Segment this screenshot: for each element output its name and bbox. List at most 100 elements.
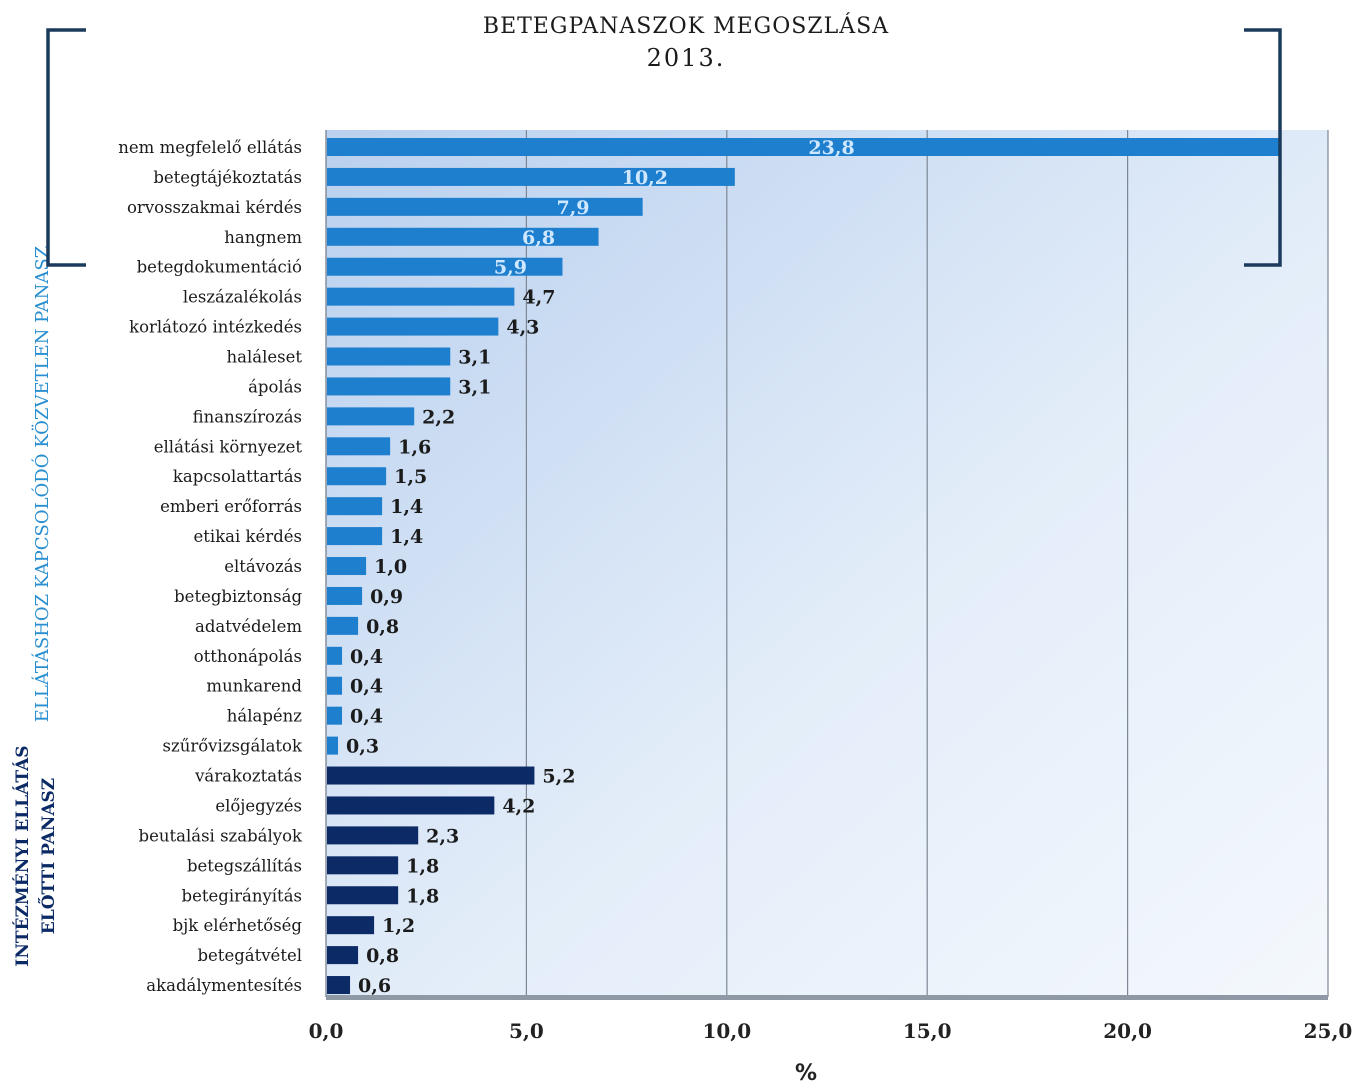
- value-label: 6,8: [522, 227, 555, 249]
- category-label: beutalási szabályok: [139, 826, 303, 845]
- bar: [327, 138, 1280, 156]
- bar: [327, 257, 563, 276]
- bar: [327, 167, 735, 186]
- x-axis-label: %: [795, 1061, 817, 1083]
- bar: [327, 946, 359, 965]
- category-label: ellátási környezet: [154, 437, 303, 456]
- value-label: 0,4: [350, 676, 383, 698]
- category-label: haláleset: [227, 348, 303, 367]
- value-label: 4,3: [506, 317, 539, 339]
- x-tick-label: 20,0: [1103, 1019, 1152, 1043]
- category-label: szűrővizsgálatok: [163, 737, 303, 756]
- x-tick-label: 5,0: [509, 1019, 544, 1043]
- value-label: 2,3: [426, 825, 459, 847]
- bar: [327, 976, 351, 995]
- category-label: eltávozás: [224, 557, 302, 576]
- x-axis-line: [326, 995, 1328, 1000]
- value-label: 0,8: [366, 616, 399, 638]
- value-label: 1,2: [382, 915, 415, 937]
- category-label: betegbiztonság: [174, 587, 302, 606]
- value-label: 1,8: [406, 885, 439, 907]
- category-label: otthonápolás: [194, 647, 302, 666]
- value-label: 1,6: [398, 436, 431, 458]
- value-label: 2,2: [422, 406, 455, 428]
- bar: [327, 856, 399, 875]
- value-label: 10,2: [622, 167, 668, 189]
- bar: [327, 826, 419, 845]
- value-label: 1,8: [406, 855, 439, 877]
- category-label: várakoztatás: [194, 767, 302, 786]
- bar: [327, 527, 383, 546]
- bar: [327, 557, 367, 576]
- bar: [327, 616, 359, 635]
- category-label: adatvédelem: [195, 617, 302, 636]
- group-label-direct: ELLÁTÁSHOZ KAPCSOLÓDÓ KÖZVETLEN PANASZ: [30, 246, 53, 722]
- category-label: ápolás: [248, 377, 302, 396]
- category-label: betegdokumentáció: [137, 258, 302, 277]
- value-label: 5,9: [494, 257, 527, 279]
- value-label: 1,4: [390, 526, 423, 548]
- value-label: 0,6: [358, 975, 391, 997]
- bar: [327, 197, 643, 216]
- bar: [327, 676, 343, 695]
- category-label: leszázalékolás: [183, 288, 302, 307]
- x-tick-label: 15,0: [903, 1019, 952, 1043]
- category-label: etikai kérdés: [194, 527, 302, 546]
- value-label: 0,4: [350, 646, 383, 668]
- x-tick-label: 0,0: [309, 1019, 344, 1043]
- bar: [327, 377, 451, 396]
- bar: [327, 287, 515, 306]
- x-tick-label: 10,0: [702, 1019, 751, 1043]
- bar: [327, 766, 535, 785]
- category-label: bjk elérhetőség: [173, 916, 303, 935]
- bar: [327, 317, 499, 336]
- category-label: kapcsolattartás: [173, 467, 302, 486]
- bar: [327, 467, 387, 486]
- bar: [327, 437, 391, 456]
- value-label: 0,8: [366, 945, 399, 967]
- value-label: 4,7: [522, 287, 555, 309]
- x-tick-label: 25,0: [1304, 1019, 1353, 1043]
- value-label: 4,2: [502, 795, 535, 817]
- value-label: 0,9: [370, 586, 403, 608]
- category-label: betegátvétel: [197, 946, 302, 965]
- category-label: előjegyzés: [215, 796, 302, 815]
- bar: [327, 736, 339, 755]
- bar: [327, 227, 599, 246]
- right-bracket: [1244, 28, 1282, 267]
- bar: [327, 347, 451, 366]
- bar: [327, 916, 375, 935]
- category-label: orvosszakmai kérdés: [127, 198, 302, 217]
- category-label: betegtájékoztatás: [153, 168, 302, 187]
- bar: [327, 796, 495, 815]
- value-label: 1,0: [374, 556, 407, 578]
- category-label: betegszállítás: [187, 856, 302, 875]
- left-bracket: [46, 28, 86, 267]
- bar: [327, 706, 343, 725]
- category-label: nem megfelelő ellátás: [118, 138, 302, 157]
- chart-subtitle: 2013.: [646, 44, 726, 72]
- category-label: betegirányítás: [182, 886, 302, 905]
- value-label: 7,9: [556, 197, 589, 219]
- group-label-institutional-line1: INTÉZMÉNYI ELLÁTÁS: [12, 745, 33, 966]
- value-label: 3,1: [458, 347, 491, 369]
- value-label: 23,8: [808, 137, 854, 159]
- value-label: 3,1: [458, 376, 491, 398]
- value-label: 5,2: [542, 766, 575, 788]
- value-label: 0,4: [350, 706, 383, 728]
- bar: [327, 407, 415, 426]
- category-label: hálapénz: [227, 707, 303, 726]
- value-label: 1,4: [390, 496, 423, 518]
- bar: [327, 886, 399, 905]
- bar: [327, 646, 343, 665]
- chart-title: BETEGPANASZOK MEGOSZLÁSA: [482, 14, 890, 39]
- value-label: 1,5: [394, 466, 427, 488]
- category-label: akadálymentesítés: [146, 976, 302, 995]
- category-label: finanszírozás: [193, 407, 302, 426]
- category-label: hangnem: [224, 228, 302, 247]
- bar: [327, 497, 383, 516]
- category-label: munkarend: [206, 677, 302, 696]
- bar: [327, 586, 363, 605]
